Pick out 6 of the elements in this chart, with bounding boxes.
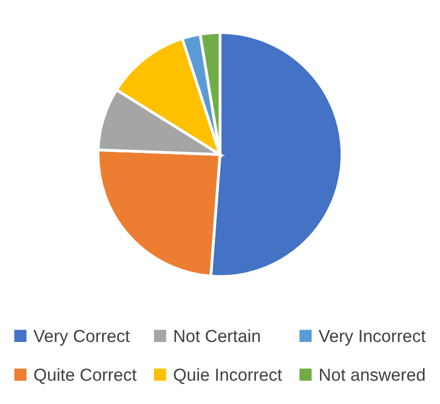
legend-label: Not Certain [174, 329, 260, 342]
legend-label: Quie Incorrect [174, 368, 282, 384]
legend-label: Very Correct [33, 330, 130, 346]
legend-label: Quite Correct [34, 368, 137, 384]
legend-label: Not answered [320, 368, 425, 381]
legend-label: Very Incorrect [318, 330, 426, 346]
